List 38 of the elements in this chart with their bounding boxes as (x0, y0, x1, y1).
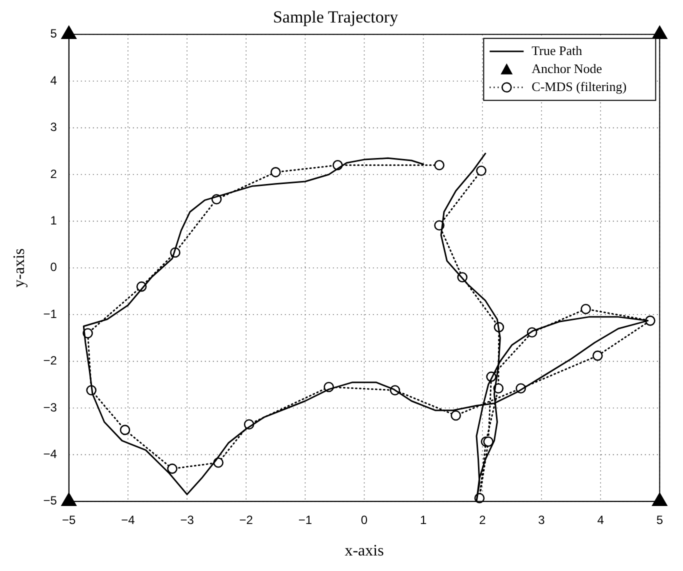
x-tick-label: −3 (180, 512, 194, 527)
x-tick-label: −2 (239, 512, 254, 527)
x-tick-label: −1 (298, 512, 312, 527)
legend-label: C-MDS (filtering) (532, 78, 627, 94)
x-tick-label: 1 (420, 512, 428, 527)
point (645, 316, 656, 326)
y-axis-title: y-axis (10, 248, 28, 288)
point (167, 464, 178, 474)
y-tick-label: −1 (43, 306, 58, 321)
x-axis-title: x-axis (344, 542, 384, 560)
point (434, 160, 444, 170)
point (450, 410, 461, 421)
x-tick-label: 0 (360, 512, 368, 527)
point (483, 436, 494, 447)
point (580, 304, 591, 314)
chart-title: Sample Trajectory (272, 8, 399, 27)
x-tick-label: 5 (656, 512, 664, 527)
legend-label: True Path (532, 42, 583, 58)
point (476, 166, 486, 176)
legend-label: Anchor Node (532, 60, 602, 76)
y-tick-label: 1 (50, 214, 58, 228)
y-tick-label: −2 (43, 354, 58, 368)
point (270, 167, 281, 178)
y-tick-label: 0 (50, 260, 58, 274)
point (592, 350, 603, 361)
x-tick-label: −4 (121, 512, 136, 527)
y-tick-label: −4 (43, 447, 58, 462)
x-tick-label: 4 (597, 512, 604, 527)
y-tick-label: 2 (50, 166, 58, 181)
x-tick-label: 3 (538, 512, 546, 527)
y-tick-label: 4 (50, 73, 58, 88)
x-tick-label: −5 (62, 512, 76, 527)
y-tick-label: −3 (43, 400, 58, 414)
point (120, 424, 130, 436)
x-tick-label: 2 (479, 512, 486, 527)
y-tick-label: 5 (50, 26, 58, 41)
y-tick-label: 3 (50, 120, 58, 134)
y-tick-label: −5 (43, 494, 58, 508)
